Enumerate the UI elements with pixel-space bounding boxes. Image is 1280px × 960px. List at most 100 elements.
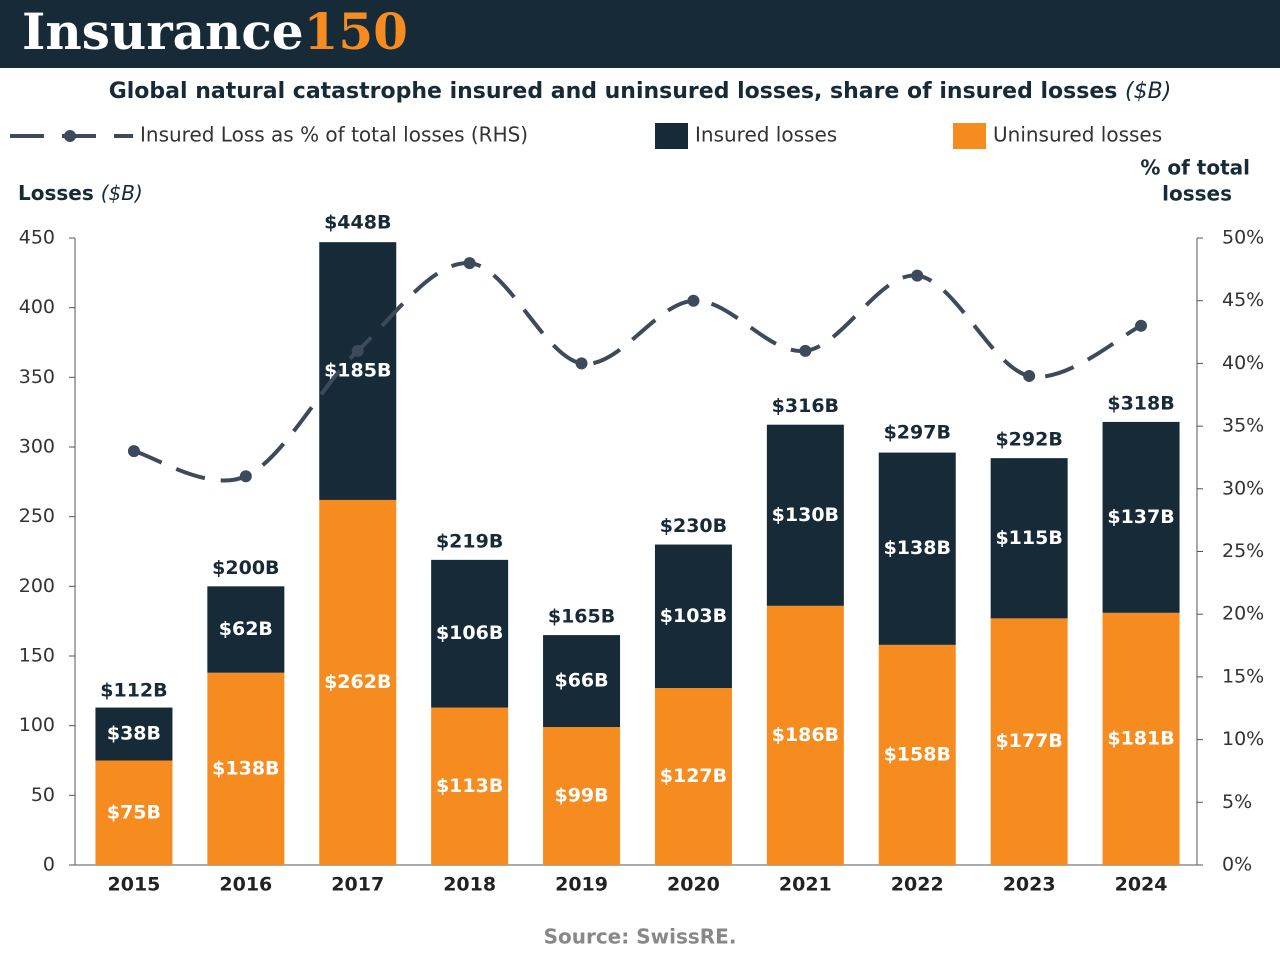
x-tick-label: 2015 [108, 874, 161, 896]
bar-label: $66B [554, 670, 608, 692]
line-marker [687, 294, 700, 307]
brand: Insurance150 [22, 2, 408, 61]
legend-swatch [953, 123, 986, 149]
y2-tick-label: 20% [1222, 603, 1264, 625]
total-label: $292B [995, 429, 1062, 451]
y2-tick-label: 15% [1222, 665, 1264, 687]
y2-tick-label: 30% [1222, 477, 1264, 499]
bar-label: $38B [107, 723, 161, 745]
bar [1102, 421, 1180, 613]
bar-label: $99B [554, 785, 608, 807]
line-series [133, 261, 1142, 483]
y-axis-label: Losses ($B) [18, 181, 143, 205]
bar-label: $130B [772, 504, 839, 526]
y-label-text: Losses [18, 181, 94, 205]
y-label-unit: ($B) [101, 181, 143, 205]
bar [95, 707, 173, 761]
y2-axis-label: losses [1162, 182, 1232, 206]
y-tick-label: 0 [43, 854, 55, 876]
y-tick-label: 350 [19, 366, 55, 388]
bar [95, 760, 173, 865]
line-marker [463, 257, 476, 270]
bar-label: $115B [995, 527, 1062, 549]
title-text: Global natural catastrophe insured and u… [109, 79, 1118, 104]
bar [543, 727, 621, 865]
y2-tick-label: 40% [1222, 352, 1264, 374]
y2-axis-label: % of total [1140, 156, 1250, 180]
total-label: $316B [772, 395, 839, 417]
bar [766, 605, 844, 865]
y2-tick-label: 45% [1222, 289, 1264, 311]
total-label: $297B [884, 422, 951, 444]
total-label: $200B [212, 557, 279, 579]
y2-tick-label: 5% [1222, 791, 1252, 813]
bar [766, 424, 844, 606]
line-marker [1023, 369, 1036, 382]
y-tick-label: 400 [19, 296, 55, 318]
bar-label: $262B [324, 671, 391, 693]
line-marker [127, 445, 140, 458]
line-marker [351, 344, 364, 357]
x-tick-label: 2019 [555, 874, 608, 896]
bar [1102, 612, 1180, 865]
x-tick-label: 2022 [891, 874, 944, 896]
bar-label: $113B [436, 775, 503, 797]
y2-tick-label: 50% [1222, 227, 1264, 249]
header-bar [0, 0, 1280, 68]
total-label: $219B [436, 530, 503, 552]
legend-label: Insured losses [695, 123, 837, 147]
bar [654, 688, 732, 865]
line-marker [799, 344, 812, 357]
brand-name: Insurance [22, 2, 304, 61]
x-tick-label: 2020 [667, 874, 720, 896]
x-tick-label: 2017 [331, 874, 384, 896]
y-tick-label: 450 [19, 227, 55, 249]
y-tick-label: 300 [19, 436, 55, 458]
bar [990, 618, 1068, 865]
legend-marker [64, 130, 76, 142]
brand-number: 150 [304, 2, 408, 61]
line-marker [575, 357, 588, 370]
bar-label: $177B [995, 730, 1062, 752]
bar [878, 644, 956, 865]
bar-label: $62B [219, 618, 273, 640]
y2-tick-label: 35% [1222, 415, 1264, 437]
bar-label: $127B [660, 765, 727, 787]
legend-label: Insured Loss as % of total losses (RHS) [140, 123, 528, 147]
y2-tick-label: 10% [1222, 728, 1264, 750]
x-tick-label: 2024 [1115, 874, 1168, 896]
bar-label: $103B [660, 605, 727, 627]
bar-label: $137B [1107, 506, 1174, 528]
line-marker [911, 269, 924, 282]
bar-label: $186B [772, 724, 839, 746]
total-label: $448B [324, 211, 391, 233]
bar [543, 635, 621, 728]
y2-tick-label: 0% [1222, 854, 1252, 876]
x-tick-label: 2016 [219, 874, 272, 896]
y-tick-label: 250 [19, 505, 55, 527]
x-tick-label: 2021 [779, 874, 832, 896]
bar-label: $75B [107, 801, 161, 823]
bar [990, 458, 1068, 619]
y-tick-label: 150 [19, 645, 55, 667]
y-tick-label: 50 [31, 784, 55, 806]
line-marker [239, 470, 252, 483]
y-tick-label: 100 [19, 714, 55, 736]
legend-label: Uninsured losses [993, 123, 1162, 147]
x-tick-label: 2023 [1003, 874, 1056, 896]
line-marker [1135, 319, 1148, 332]
total-label: $112B [100, 679, 167, 701]
chart-title: Global natural catastrophe insured and u… [109, 79, 1172, 104]
bar [207, 586, 285, 673]
bar [654, 544, 732, 689]
source: Source: SwissRE. [544, 925, 737, 949]
bar-label: $106B [436, 622, 503, 644]
bar-label: $138B [212, 757, 279, 779]
bar [319, 499, 397, 865]
total-label: $165B [548, 606, 615, 628]
bar-label: $158B [884, 743, 951, 765]
bar-label: $138B [884, 537, 951, 559]
bar [207, 672, 285, 865]
bar [319, 242, 397, 500]
